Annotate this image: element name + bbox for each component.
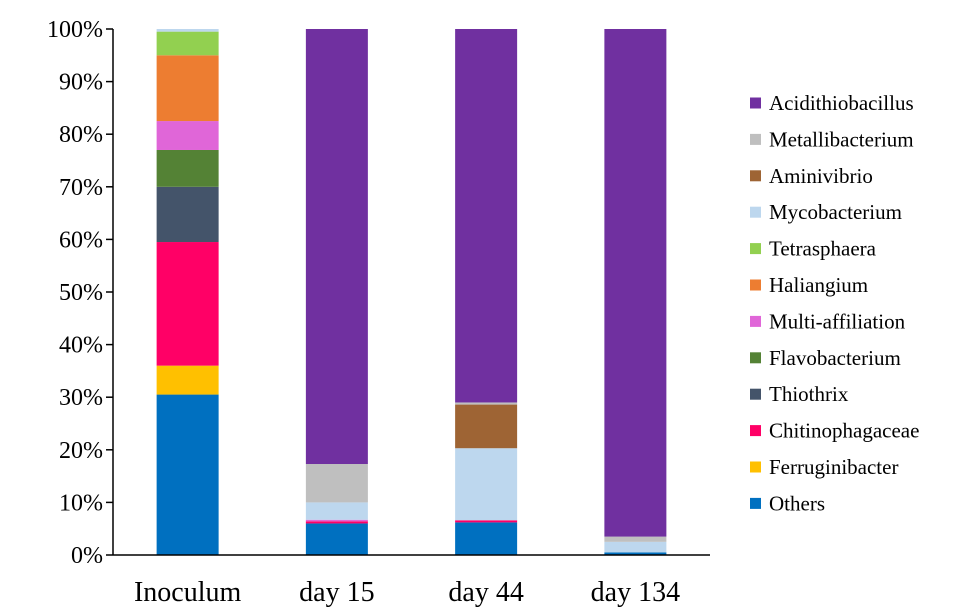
legend-label-aminivibrio: Aminivibrio <box>769 164 873 188</box>
bar-day-15-others <box>305 523 368 555</box>
legend-label-tetrasphaera: Tetrasphaera <box>769 237 877 261</box>
legend-label-metallibacterium: Metallibacterium <box>769 127 914 151</box>
legend-swatch-thiothrix <box>750 388 761 400</box>
bar-inoculum-ferruginibacter <box>156 365 219 395</box>
legend-swatch-multi-affiliation <box>750 315 761 327</box>
x-category-label: day 15 <box>299 577 374 607</box>
x-category-label: Inoculum <box>134 577 242 607</box>
bar-day-15-mycobacterium <box>305 502 368 520</box>
bars-layer <box>156 29 667 555</box>
y-tick-label: 30% <box>59 385 103 411</box>
bar-day-15-metallibacterium <box>305 464 368 503</box>
bar-day-15-multi-affiliation <box>305 519 368 522</box>
bar-day-44-others <box>455 522 518 555</box>
y-tick-label: 50% <box>59 280 103 306</box>
legend: Acidithiobacillus Metallibacterium Aminivi… <box>750 91 919 515</box>
y-tick-label: 100% <box>47 17 103 43</box>
bar-day-44-mycobacterium <box>455 448 518 521</box>
legend-swatch-haliangium <box>750 279 761 291</box>
legend-label-chitinophagaceae: Chitinophagaceae <box>769 419 919 443</box>
x-category-label: day 44 <box>448 577 523 607</box>
bar-inoculum-mycobacterium <box>156 29 219 32</box>
legend-label-haliangium: Haliangium <box>769 273 868 297</box>
bar-day-134-acidithiobacillus <box>604 29 667 537</box>
legend-label-multi-affiliation: Multi-affiliation <box>769 309 906 333</box>
y-tick-label: 90% <box>59 70 103 96</box>
y-tick-label: 80% <box>59 122 103 148</box>
legend-swatch-others <box>750 497 761 509</box>
bar-day-44-acidithiobacillus <box>455 29 518 403</box>
legend-label-flavobacterium: Flavobacterium <box>769 346 901 370</box>
legend-swatch-metallibacterium <box>750 133 761 145</box>
bar-inoculum-flavobacterium <box>156 149 219 187</box>
bar-inoculum-haliangium <box>156 55 219 122</box>
legend-label-ferruginibacter: Ferruginibacter <box>769 455 898 479</box>
bar-day-134-metallibacterium <box>604 536 667 542</box>
bar-day-134-mycobacterium <box>604 541 667 553</box>
legend-label-mycobacterium: Mycobacterium <box>769 200 902 224</box>
bar-inoculum-others <box>156 394 219 555</box>
x-axis: Inoculum day 15 day 44 day 134 <box>113 554 710 607</box>
bar-day-44-aminivibrio <box>455 404 518 449</box>
y-axis: 0% 10% 20% 30% 40% 50% 60% 70% 80% 90% 100% <box>47 17 114 569</box>
y-tick-label: 10% <box>59 490 103 516</box>
y-tick-label: 0% <box>71 543 103 569</box>
y-tick-label: 40% <box>59 333 103 359</box>
legend-swatch-ferruginibacter <box>750 461 761 473</box>
y-tick-label: 20% <box>59 438 103 464</box>
bar-day-44-metallibacterium <box>455 402 518 405</box>
bar-day-134-others <box>604 552 667 555</box>
legend-label-acidithiobacillus: Acidithiobacillus <box>769 91 914 115</box>
bar-inoculum-thiothrix <box>156 186 219 243</box>
legend-swatch-acidithiobacillus <box>750 97 761 109</box>
legend-swatch-mycobacterium <box>750 206 761 218</box>
y-tick-label: 70% <box>59 175 103 201</box>
legend-swatch-aminivibrio <box>750 170 761 182</box>
bar-day-15-chitinophagaceae <box>305 521 368 524</box>
bar-day-15-acidithiobacillus <box>305 29 368 465</box>
x-category-label: day 134 <box>591 577 680 607</box>
legend-swatch-chitinophagaceae <box>750 425 761 437</box>
bar-inoculum-multi-affiliation <box>156 121 219 150</box>
legend-swatch-tetrasphaera <box>750 243 761 255</box>
bar-inoculum-chitinophagaceae <box>156 242 219 366</box>
legend-label-others: Others <box>769 491 825 515</box>
legend-label-thiothrix: Thiothrix <box>769 382 849 406</box>
y-tick-label: 60% <box>59 227 103 253</box>
bar-inoculum-tetrasphaera <box>156 31 219 56</box>
bar-day-44-chitinophagaceae <box>455 520 518 523</box>
legend-swatch-flavobacterium <box>750 352 761 364</box>
